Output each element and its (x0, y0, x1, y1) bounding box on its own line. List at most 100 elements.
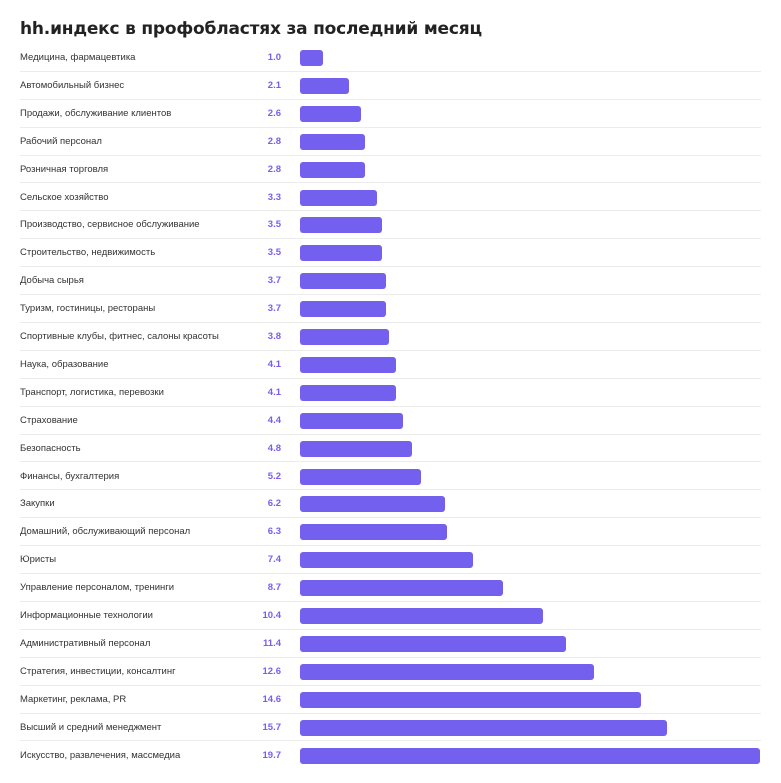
bar (300, 105, 361, 122)
row-divider (20, 433, 761, 435)
bar (300, 663, 595, 680)
bar (300, 440, 413, 457)
bar (300, 412, 403, 429)
value-label: 3.7 (267, 303, 281, 315)
category-label: Автомобильный бизнес (20, 79, 125, 91)
bar (300, 301, 387, 318)
bar (300, 468, 422, 485)
value-label: 3.3 (267, 191, 281, 203)
value-label: 10.4 (262, 610, 282, 621)
category-label: Стратегия, инвестиции, консалтинг (20, 665, 176, 677)
value-label: 4.1 (267, 358, 281, 370)
bar (300, 580, 504, 597)
category-label: Добыча сырья (20, 275, 84, 287)
category-label: Финансы, бухгалтерия (20, 470, 120, 482)
value-label: 2.8 (267, 163, 281, 175)
value-label: 11.4 (263, 637, 281, 649)
row-divider (20, 600, 761, 602)
chart-row: Стратегия, инвестиции, консалтинг 12.6 (0, 658, 781, 686)
row-divider (20, 126, 761, 128)
category-label: Продажи, обслуживание клиентов (20, 107, 172, 119)
chart-row: Наука, образование 4.1 (0, 351, 781, 379)
row-divider (20, 294, 761, 296)
row-divider (20, 740, 761, 742)
value-label: 7.4 (267, 554, 281, 566)
chart-row: Управление персоналом, тренинги 8.7 (0, 574, 781, 602)
chart-row: Маркетинг, реклама, PR 14.6 (0, 686, 781, 714)
row-divider (20, 573, 761, 575)
chart-row: Производство, сервисное обслуживание 3.5 (0, 211, 781, 240)
category-label: Закупки (20, 498, 55, 510)
chart-row: Закупки 6.2 (0, 490, 781, 519)
value-label: 4.8 (267, 442, 281, 454)
row-divider (20, 98, 761, 100)
category-label: Рабочий персонал (20, 135, 102, 147)
category-label: Управление персоналом, тренинги (20, 582, 175, 594)
chart-row: Финансы, бухгалтерия 5.2 (0, 463, 781, 491)
value-label: 6.2 (267, 498, 281, 510)
value-label: 2.6 (267, 107, 281, 119)
value-label: 15.7 (262, 721, 282, 733)
value-label: 5.2 (267, 470, 281, 482)
category-label: Наука, образование (20, 358, 109, 370)
chart-row: Высший и средний менеджмент 15.7 (0, 714, 781, 742)
row-divider (20, 628, 761, 630)
category-label: Домашний, обслуживающий персонал (20, 526, 191, 538)
row-divider (20, 182, 761, 184)
value-label: 19.7 (262, 749, 282, 761)
chart-row: Домашний, обслуживающий персонал 6.3 (0, 518, 781, 547)
chart-row: Туризм, гостиницы, рестораны 3.7 (0, 295, 781, 323)
chart-row: Продажи, обслуживание клиентов 2.6 (0, 100, 781, 128)
row-divider (20, 321, 761, 323)
bar (300, 133, 366, 150)
chart-row: Юристы 7.4 (0, 546, 781, 575)
bar (300, 552, 473, 569)
category-label: Маркетинг, реклама, PR (20, 693, 127, 705)
value-label: 14.6 (262, 693, 282, 705)
value-label: 8.7 (267, 582, 281, 594)
row-divider (20, 489, 761, 491)
row-divider (20, 545, 761, 547)
category-label: Административный персонал (20, 637, 151, 649)
category-label: Розничная торговля (20, 163, 109, 175)
value-label: 2.8 (267, 135, 281, 147)
row-divider (20, 238, 761, 240)
chart-row: Информационные технологии 10.4 (0, 602, 781, 630)
row-divider (20, 712, 761, 714)
row-divider (20, 210, 761, 212)
value-label: 3.5 (267, 247, 281, 259)
value-label: 3.7 (267, 275, 281, 287)
chart-row: Страхование 4.4 (0, 407, 781, 435)
category-label: Юристы (20, 554, 57, 566)
chart-title: hh.индекс в профобластях за последний ме… (20, 19, 482, 39)
row-divider (20, 656, 761, 658)
bar (300, 524, 448, 541)
category-label: Спортивные клубы, фитнес, салоны красоты (20, 331, 219, 342)
value-label: 1.0 (267, 52, 281, 63)
category-label: Медицина, фармацевтика (20, 52, 136, 63)
chart-row: Добыча сырья 3.7 (0, 267, 781, 296)
category-label: Строительство, недвижимость (20, 247, 156, 259)
bar (300, 50, 324, 66)
row-divider (20, 377, 761, 379)
bar (300, 273, 387, 290)
bar (300, 384, 396, 401)
chart-row: Спортивные клубы, фитнес, салоны красоты… (0, 323, 781, 351)
value-label: 2.1 (267, 79, 281, 91)
bar (300, 217, 382, 234)
value-label: 12.6 (262, 665, 282, 677)
row-divider (20, 684, 761, 686)
bar (300, 161, 366, 178)
row-divider (20, 70, 761, 72)
chart-row: Безопасность 4.8 (0, 435, 781, 463)
row-divider (20, 266, 761, 268)
row-divider (20, 349, 761, 351)
category-label: Производство, сервисное обслуживание (20, 219, 200, 231)
bar (300, 608, 543, 624)
chart-row: Рабочий персонал 2.8 (0, 128, 781, 156)
category-label: Транспорт, логистика, перевозки (20, 386, 164, 398)
chart-row: Автомобильный бизнес 2.1 (0, 72, 781, 100)
value-label: 4.4 (267, 414, 281, 426)
value-label: 3.8 (267, 331, 281, 342)
chart-row: Розничная торговля 2.8 (0, 156, 781, 184)
